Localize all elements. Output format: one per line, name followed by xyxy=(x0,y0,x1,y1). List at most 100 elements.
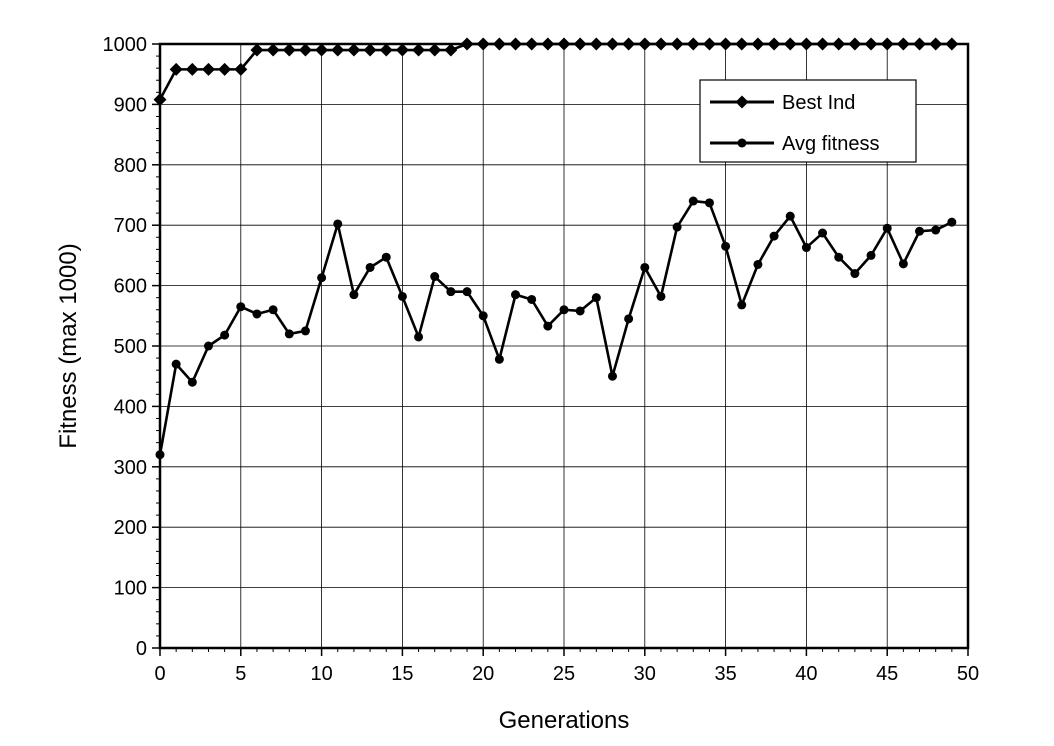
y-tick-label: 200 xyxy=(114,517,147,539)
x-tick-label: 45 xyxy=(876,663,898,685)
data-point-diamond xyxy=(767,37,781,51)
data-point-diamond xyxy=(331,43,345,57)
data-point-circle xyxy=(866,250,876,260)
data-point-diamond xyxy=(816,37,830,51)
data-point-circle xyxy=(769,231,779,241)
data-point-diamond xyxy=(735,37,749,51)
data-point-diamond xyxy=(832,37,846,51)
data-point-diamond xyxy=(315,43,329,57)
series-line-avg-fitness xyxy=(158,199,953,455)
data-point-diamond xyxy=(541,37,555,51)
data-point-diamond xyxy=(622,37,636,51)
y-axis-ticks: 0 100 200 300 400 500 600 700 800 900 1000 xyxy=(103,34,160,660)
data-point-circle xyxy=(381,252,391,262)
data-point-circle xyxy=(155,450,165,460)
data-point-circle xyxy=(656,291,666,301)
data-point-circle xyxy=(527,294,537,304)
x-axis-title: Generations xyxy=(499,707,630,734)
data-point-circle xyxy=(494,354,504,364)
data-point-diamond xyxy=(218,62,232,76)
data-point-diamond xyxy=(266,43,280,57)
data-point-circle xyxy=(511,290,521,300)
data-point-circle xyxy=(397,291,407,301)
series-layer xyxy=(153,37,959,460)
data-point-diamond xyxy=(654,37,668,51)
data-point-circle xyxy=(252,309,262,319)
data-point-diamond xyxy=(686,37,700,51)
x-tick-label: 25 xyxy=(553,663,575,685)
y-tick-label: 900 xyxy=(114,94,147,116)
data-point-circle xyxy=(801,243,811,253)
data-point-diamond xyxy=(428,43,442,57)
legend-marker-circle xyxy=(737,138,747,148)
data-point-diamond xyxy=(525,37,539,51)
x-tick-label: 10 xyxy=(310,663,332,685)
data-point-diamond xyxy=(913,37,927,51)
data-point-circle xyxy=(834,252,844,262)
data-point-diamond xyxy=(509,37,523,51)
data-point-circle xyxy=(818,228,828,238)
data-point-circle xyxy=(753,259,763,269)
data-point-circle xyxy=(414,332,424,342)
y-tick-label: 400 xyxy=(114,396,147,418)
legend: Best Ind Avg fitness xyxy=(699,79,917,163)
data-point-circle xyxy=(559,305,569,315)
x-tick-label: 35 xyxy=(714,663,736,685)
grid xyxy=(160,44,968,648)
data-point-diamond xyxy=(412,43,426,57)
x-tick-label: 50 xyxy=(957,663,979,685)
data-point-diamond xyxy=(395,43,409,57)
data-point-diamond xyxy=(444,43,458,57)
x-tick-label: 0 xyxy=(154,663,165,685)
data-point-circle xyxy=(607,371,617,381)
legend-item-best-ind: Best Ind xyxy=(710,92,855,114)
y-tick-label: 800 xyxy=(114,155,147,177)
data-point-diamond xyxy=(250,43,264,57)
legend-marker-diamond xyxy=(735,95,749,109)
data-point-circle xyxy=(284,329,294,339)
data-point-circle xyxy=(704,198,714,208)
data-point-diamond xyxy=(864,37,878,51)
data-point-diamond xyxy=(169,62,183,76)
data-point-diamond xyxy=(492,37,506,51)
data-point-diamond xyxy=(880,37,894,51)
data-point-circle xyxy=(349,290,359,300)
series-avg-fitness xyxy=(155,196,957,460)
data-point-circle xyxy=(430,272,440,282)
data-point-circle xyxy=(947,217,957,227)
data-point-circle xyxy=(672,222,682,232)
data-point-circle xyxy=(721,241,731,251)
data-point-diamond xyxy=(670,37,684,51)
y-tick-label: 0 xyxy=(136,638,147,660)
data-point-diamond xyxy=(557,37,571,51)
data-point-diamond xyxy=(234,62,248,76)
data-point-diamond xyxy=(363,43,377,57)
data-point-circle xyxy=(365,262,375,272)
data-point-circle xyxy=(187,377,197,387)
data-point-circle xyxy=(236,302,246,312)
y-tick-label: 1000 xyxy=(103,34,148,56)
data-point-diamond xyxy=(605,37,619,51)
data-point-circle xyxy=(898,259,908,269)
data-point-diamond xyxy=(460,37,474,51)
data-point-circle xyxy=(624,314,634,324)
data-point-diamond xyxy=(945,37,959,51)
x-tick-label: 40 xyxy=(795,663,817,685)
data-point-circle xyxy=(203,341,213,351)
data-point-circle xyxy=(931,225,941,235)
data-point-diamond xyxy=(896,37,910,51)
data-point-circle xyxy=(737,300,747,310)
data-point-diamond xyxy=(153,93,167,107)
series-best-ind xyxy=(153,37,959,107)
data-point-diamond xyxy=(282,43,296,57)
data-point-circle xyxy=(640,262,650,272)
data-point-circle xyxy=(915,226,925,236)
y-tick-label: 600 xyxy=(114,276,147,298)
data-point-circle xyxy=(300,326,310,336)
y-tick-label: 300 xyxy=(114,457,147,479)
data-point-diamond xyxy=(347,43,361,57)
y-axis-title: Fitness (max 1000) xyxy=(55,243,82,448)
data-point-diamond xyxy=(638,37,652,51)
data-point-diamond xyxy=(476,37,490,51)
